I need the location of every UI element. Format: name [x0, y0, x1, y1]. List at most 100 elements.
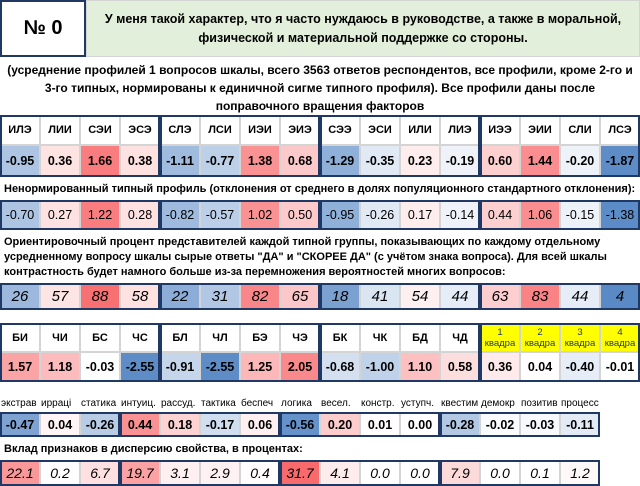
type-name: ИЭИ — [240, 115, 280, 145]
function-name: ЧИ — [40, 323, 80, 352]
function-value: 1.18 — [40, 352, 80, 382]
contribution-value: 31.7 — [280, 460, 320, 486]
percent-value: 58 — [120, 283, 160, 310]
function-value: -0.40 — [560, 352, 600, 382]
unnormalized-value: 0.27 — [40, 200, 80, 230]
normalized-value: -0.20 — [560, 145, 600, 177]
contribution-value: 7.9 — [440, 460, 480, 486]
function-value: 0.58 — [440, 352, 480, 382]
trait-value: -0.56 — [280, 412, 320, 437]
unnormalized-value: -0.95 — [320, 200, 360, 230]
normalized-value: 1.38 — [240, 145, 280, 177]
statement: У меня такой характер, что я часто нужда… — [86, 0, 640, 57]
percent-value: 65 — [280, 283, 320, 310]
unnormalized-value: 0.17 — [400, 200, 440, 230]
contribution-value: 4.1 — [320, 460, 360, 486]
function-value: 0.04 — [520, 352, 560, 382]
percent-value: 4 — [600, 283, 640, 310]
function-value: -2.55 — [200, 352, 240, 382]
function-name: БД — [400, 323, 440, 352]
trait-name: ирраці — [40, 395, 80, 412]
unnormalized-value: -0.57 — [200, 200, 240, 230]
function-name: БС — [80, 323, 120, 352]
function-value: 1.25 — [240, 352, 280, 382]
function-value: -0.91 — [160, 352, 200, 382]
function-name: 4 квадра — [600, 323, 640, 352]
note: (усреднение профилей 1 вопросов шкалы, в… — [7, 63, 633, 113]
function-value: -0.68 — [320, 352, 360, 382]
trait-name: констр. — [360, 395, 400, 412]
type-name: ИЛИ — [400, 115, 440, 145]
contribution-value: 0.0 — [360, 460, 400, 486]
function-value: 1.57 — [0, 352, 40, 382]
contribution-value: 1.2 — [560, 460, 600, 486]
percent-value: 22 — [160, 283, 200, 310]
normalized-value: 0.36 — [40, 145, 80, 177]
trait-value: -0.17 — [200, 412, 240, 437]
function-name: БК — [320, 323, 360, 352]
function-value: 1.10 — [400, 352, 440, 382]
contribution-value: 22.1 — [0, 460, 40, 486]
trait-value: -0.26 — [80, 412, 120, 437]
trait-value: -0.47 — [0, 412, 40, 437]
trait-name: рассуд. — [160, 395, 200, 412]
trait-name: квестим — [440, 395, 480, 412]
trait-value: -0.02 — [480, 412, 520, 437]
unnormalized-title: Ненормированный типный профиль (отклонен… — [4, 183, 636, 195]
function-value: 0.36 — [480, 352, 520, 382]
contribution-value: 3.1 — [160, 460, 200, 486]
normalized-value: -1.87 — [600, 145, 640, 177]
trait-value: -0.11 — [560, 412, 600, 437]
contribution-value: 0.1 — [520, 460, 560, 486]
trait-value: -0.28 — [440, 412, 480, 437]
trait-name: уступч. — [400, 395, 440, 412]
trait-name: интуиц. — [120, 395, 160, 412]
unnormalized-value: 0.28 — [120, 200, 160, 230]
percent-value: 83 — [520, 283, 560, 310]
unnormalized-value: -0.70 — [0, 200, 40, 230]
contribution-title: Вклад признаков в дисперсию свойства, в … — [4, 443, 303, 455]
trait-value: 0.18 — [160, 412, 200, 437]
unnormalized-value: 0.44 — [480, 200, 520, 230]
trait-value: 0.00 — [400, 412, 440, 437]
percent-value: 57 — [40, 283, 80, 310]
function-value: -1.00 — [360, 352, 400, 382]
contribution-value: 0.2 — [40, 460, 80, 486]
percent-value: 41 — [360, 283, 400, 310]
percent-value: 18 — [320, 283, 360, 310]
unnormalized-value: -0.26 — [360, 200, 400, 230]
function-name: ЧЛ — [200, 323, 240, 352]
type-name: ЛСЭ — [600, 115, 640, 145]
function-name: БИ — [0, 323, 40, 352]
percent-value: 44 — [440, 283, 480, 310]
contribution-value: 2.9 — [200, 460, 240, 486]
percent-value: 31 — [200, 283, 240, 310]
trait-name: экстрав — [0, 395, 40, 412]
normalized-value: -1.29 — [320, 145, 360, 177]
trait-value: -0.03 — [520, 412, 560, 437]
unnormalized-value: -0.15 — [560, 200, 600, 230]
percent-value: 44 — [560, 283, 600, 310]
trait-name: статика — [80, 395, 120, 412]
trait-name: процесс — [560, 395, 600, 412]
type-name: ЭИИ — [520, 115, 560, 145]
unnormalized-value: -0.14 — [440, 200, 480, 230]
normalized-value: -0.77 — [200, 145, 240, 177]
type-name: СЛИ — [560, 115, 600, 145]
profile-number: № 0 — [0, 0, 86, 57]
type-name: ЭСИ — [360, 115, 400, 145]
trait-name: демокр — [480, 395, 520, 412]
unnormalized-value: -0.82 — [160, 200, 200, 230]
type-name: СЛЭ — [160, 115, 200, 145]
trait-value: 0.20 — [320, 412, 360, 437]
normalized-value: 1.44 — [520, 145, 560, 177]
contribution-value: 0.4 — [240, 460, 280, 486]
function-name: ЧК — [360, 323, 400, 352]
percent-value: 54 — [400, 283, 440, 310]
type-name: ЛСИ — [200, 115, 240, 145]
function-name: БЭ — [240, 323, 280, 352]
type-name: ИЛЭ — [0, 115, 40, 145]
trait-value: 0.06 — [240, 412, 280, 437]
unnormalized-value: -1.38 — [600, 200, 640, 230]
type-name: ЛИЭ — [440, 115, 480, 145]
